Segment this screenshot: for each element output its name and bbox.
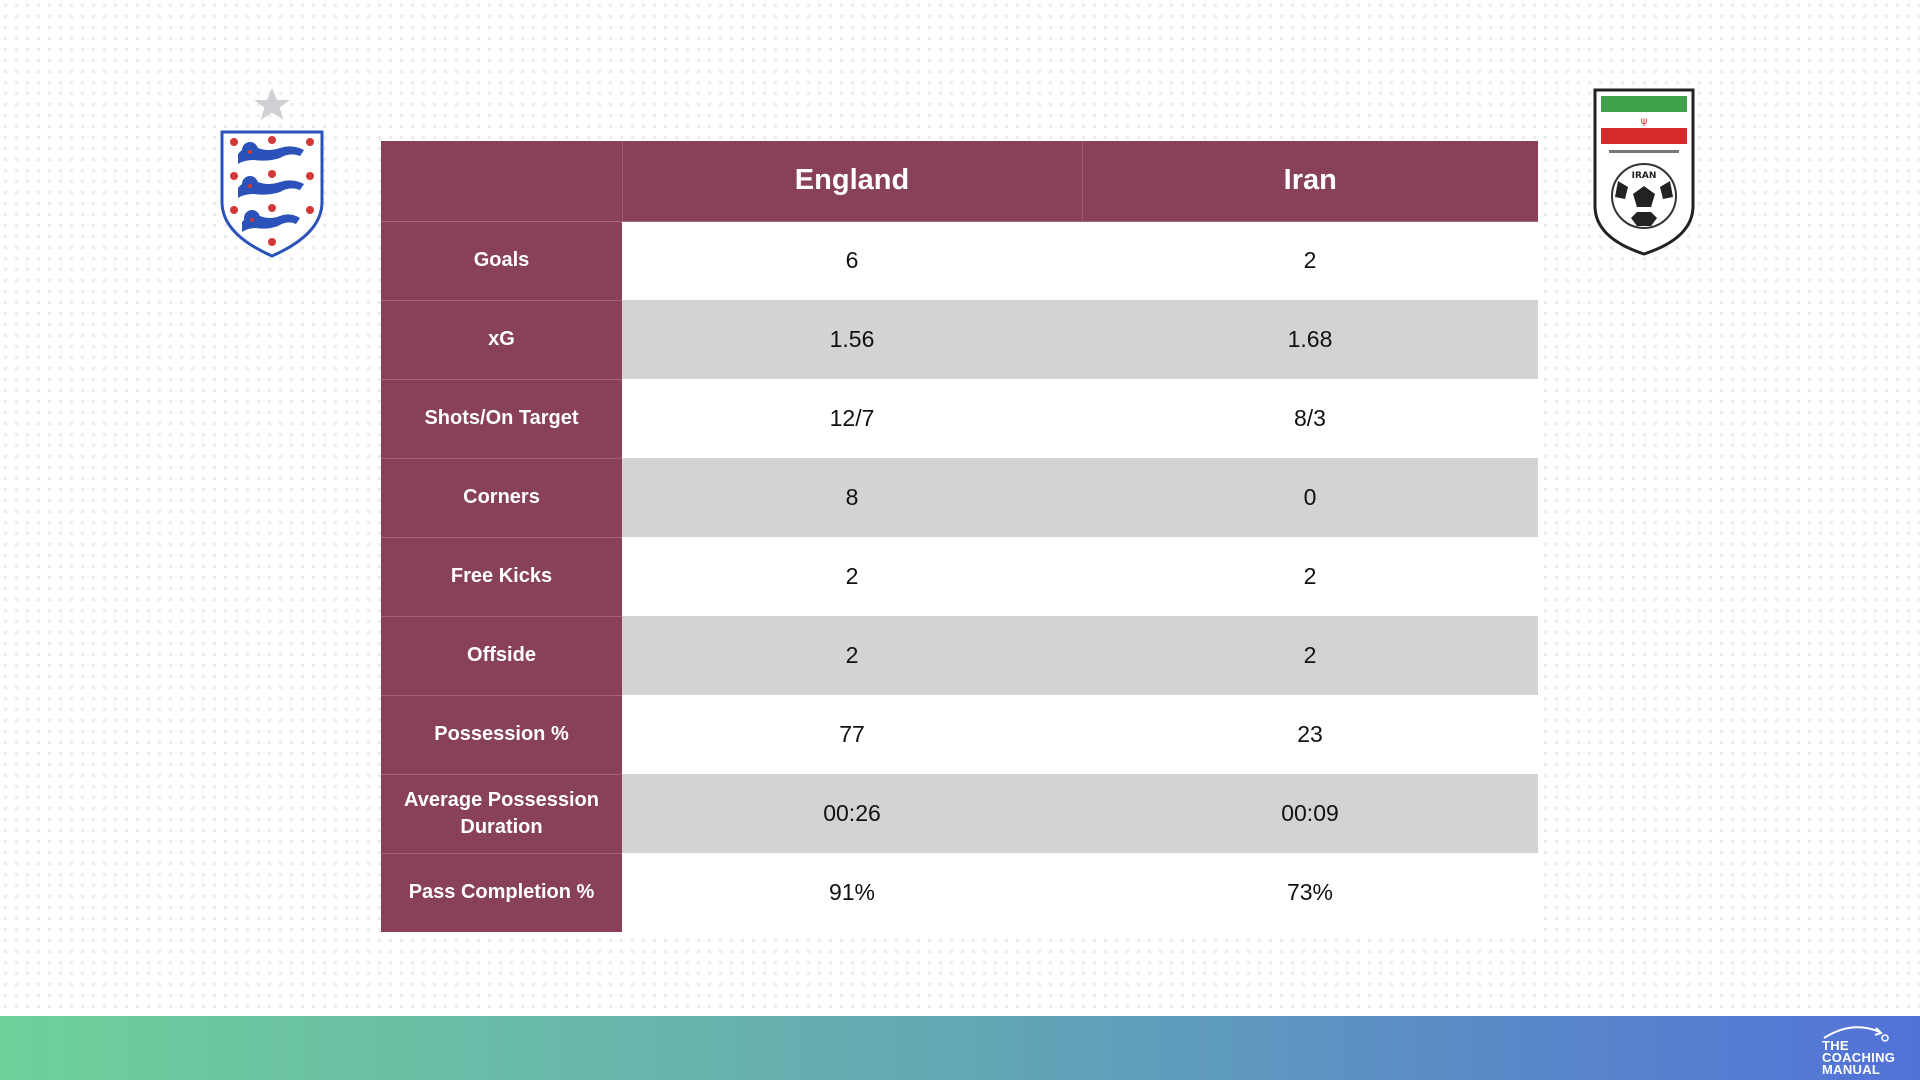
iran-value: 00:09 — [1082, 774, 1538, 853]
iran-value: 73% — [1082, 853, 1538, 932]
svg-text:IRAN: IRAN — [1632, 171, 1657, 181]
england-value: 12/7 — [622, 379, 1082, 458]
table-row: Goals 6 2 — [381, 221, 1538, 301]
table-row: Possession % 77 23 — [381, 695, 1538, 775]
footer-bar: THE COACHING MANUAL — [0, 1016, 1920, 1080]
arc-arrow-icon — [1823, 1026, 1889, 1042]
table-row: Shots/On Target 12/7 8/3 — [381, 379, 1538, 459]
iran-value: 8/3 — [1082, 379, 1538, 458]
row-label: Offside — [381, 616, 622, 696]
brand-text: THE COACHING MANUAL — [1822, 1038, 1896, 1077]
england-value: 1.56 — [622, 300, 1082, 379]
table-row: Offside 2 2 — [381, 616, 1538, 696]
match-stats-table: England Iran Goals 6 2 xG 1.56 1.68 Shot… — [381, 141, 1538, 932]
table-row: Free Kicks 2 2 — [381, 537, 1538, 617]
row-label: Goals — [381, 221, 622, 301]
iran-football-federation-crest-icon: ψ IRAN — [1593, 88, 1695, 256]
row-label: Pass Completion % — [381, 853, 622, 932]
header-iran: Iran — [1081, 141, 1538, 222]
england-value: 8 — [622, 458, 1082, 537]
row-label: Average Possession Duration — [381, 774, 622, 854]
table-row: Corners 8 0 — [381, 458, 1538, 538]
england-value: 6 — [622, 221, 1082, 300]
england-value: 2 — [622, 537, 1082, 616]
header-corner-cell — [381, 141, 622, 222]
coaching-manual-logo: THE COACHING MANUAL — [1816, 1026, 1906, 1076]
england-value: 00:26 — [622, 774, 1082, 853]
table-header-row: England Iran — [381, 141, 1538, 222]
iran-value: 2 — [1082, 221, 1538, 300]
row-label: Corners — [381, 458, 622, 538]
row-label: xG — [381, 300, 622, 380]
row-label: Shots/On Target — [381, 379, 622, 459]
iran-crest: ψ IRAN — [1591, 86, 1697, 258]
header-england: England — [621, 141, 1082, 222]
table-row: Average Possession Duration 00:26 00:09 — [381, 774, 1538, 854]
iran-value: 0 — [1082, 458, 1538, 537]
iran-value: 2 — [1082, 616, 1538, 695]
row-label: Free Kicks — [381, 537, 622, 617]
iran-value: 23 — [1082, 695, 1538, 774]
svg-text:ψ: ψ — [1641, 116, 1648, 127]
england-crest — [216, 84, 328, 260]
table-row: xG 1.56 1.68 — [381, 300, 1538, 380]
england-value: 2 — [622, 616, 1082, 695]
england-value: 77 — [622, 695, 1082, 774]
iran-value: 1.68 — [1082, 300, 1538, 379]
star-icon — [254, 88, 290, 120]
row-label: Possession % — [381, 695, 622, 775]
iran-value: 2 — [1082, 537, 1538, 616]
table-row: Pass Completion % 91% 73% — [381, 853, 1538, 932]
england-three-lions-crest-icon — [220, 88, 324, 258]
england-value: 91% — [622, 853, 1082, 932]
